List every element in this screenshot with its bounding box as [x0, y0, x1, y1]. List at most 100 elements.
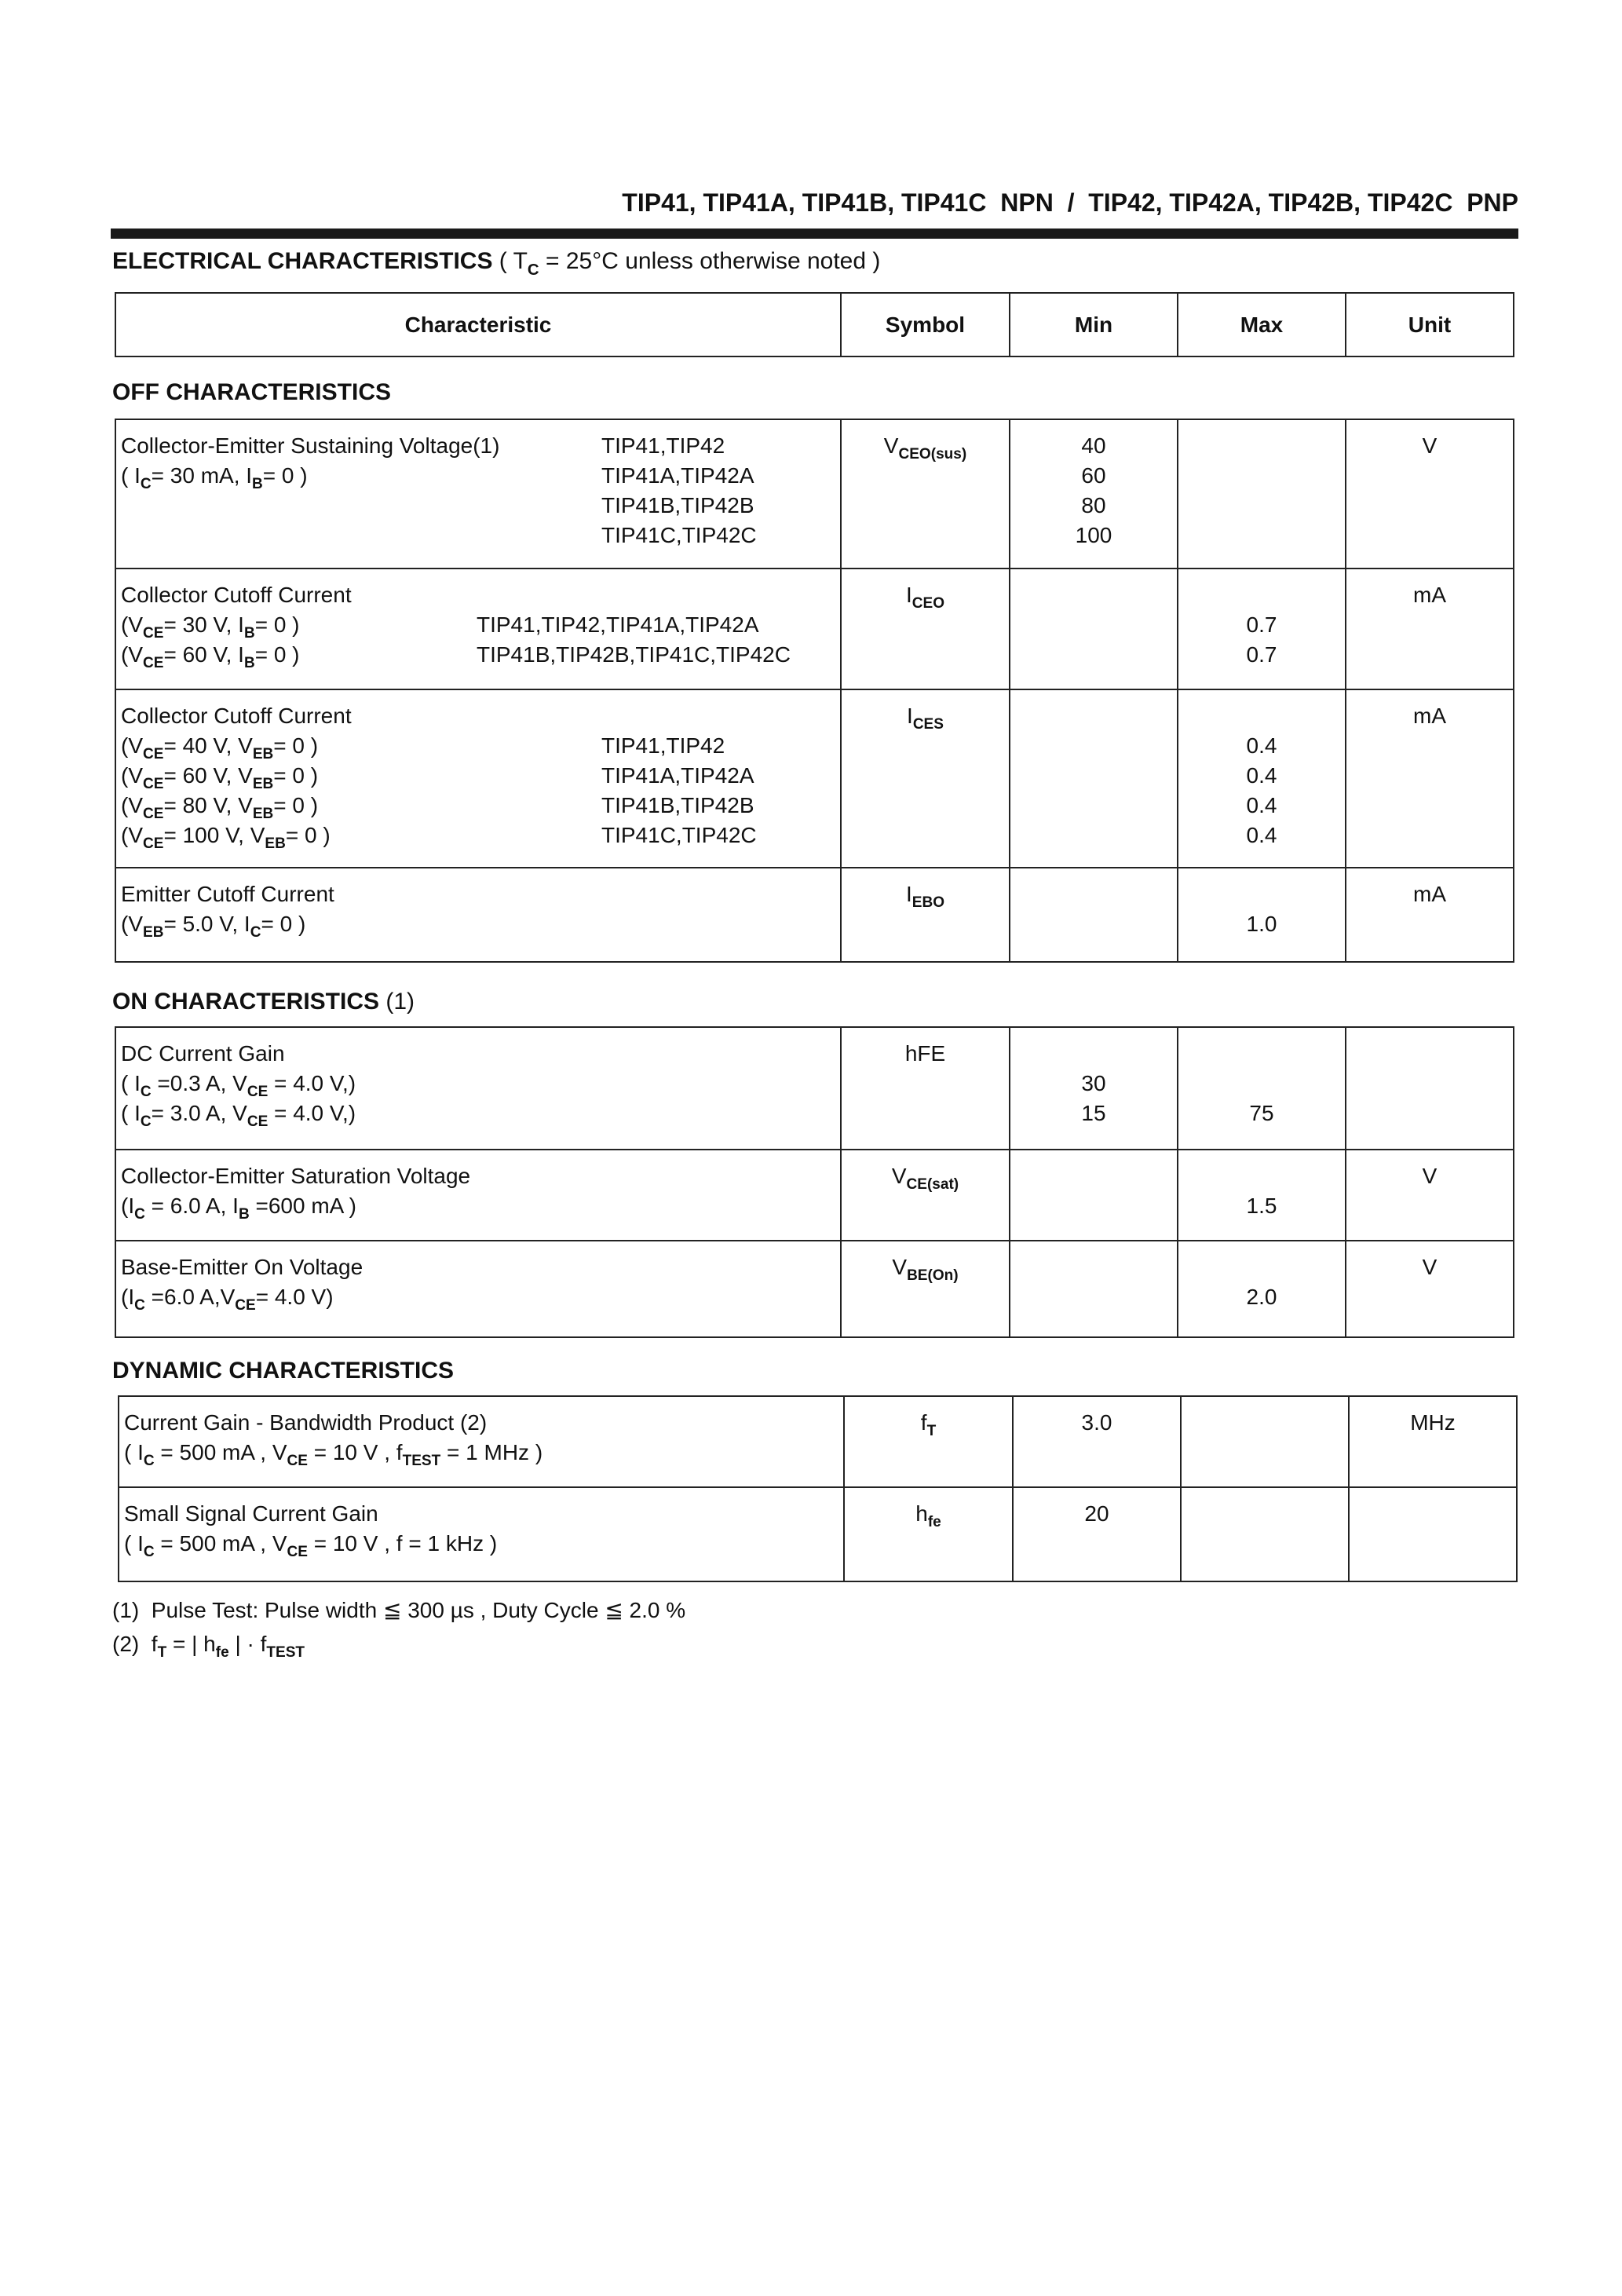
- characteristic-text: Collector-Emitter Sustaining Voltage(1) (…: [121, 431, 500, 493]
- characteristic-line: Collector Cutoff Current: [121, 704, 352, 728]
- subscript: CE: [247, 1113, 269, 1131]
- unit: V: [1422, 1164, 1438, 1188]
- characteristic-line: Collector-Emitter Saturation Voltage: [121, 1164, 471, 1188]
- symbol: ICES: [907, 704, 944, 733]
- min-value: [1010, 1039, 1177, 1069]
- subscript: EB: [252, 776, 274, 793]
- characteristic-line: (IC =6.0 A,VCE= 4.0 V): [121, 1285, 334, 1314]
- min-value: 15: [1081, 1101, 1106, 1125]
- max-cell: 75: [1178, 1028, 1346, 1149]
- subscript: C: [134, 1297, 145, 1314]
- symbol-cell: IEBO: [842, 868, 1010, 961]
- section-heading: DYNAMIC CHARACTERISTICS: [112, 1358, 454, 1384]
- min-value: 3.0: [1081, 1410, 1112, 1435]
- characteristic-text: Base-Emitter On Voltage (IC =6.0 A,VCE= 4…: [121, 1252, 363, 1314]
- table-row: Small Signal Current Gain ( IC = 500 mA ,…: [119, 1488, 1516, 1581]
- max-value: [1178, 1069, 1345, 1099]
- subscript: fe: [215, 1644, 229, 1662]
- max-value: 0.4: [1246, 733, 1277, 758]
- max-values: 0.7 0.7: [1178, 580, 1345, 670]
- subscript: CEO(sus): [898, 446, 967, 463]
- device-name: TIP41C,TIP42C: [601, 523, 757, 547]
- subscript: C: [143, 1453, 155, 1470]
- min-cell: [1010, 690, 1178, 867]
- subscript: B: [238, 1206, 250, 1223]
- subscript: CE: [143, 746, 164, 763]
- min-value: 60: [1081, 463, 1106, 488]
- unit-cell: mA: [1346, 569, 1513, 689]
- symbol-cell: ICES: [842, 690, 1010, 867]
- symbol-cell: VBE(On): [842, 1241, 1010, 1336]
- characteristic-line: (VCE= 60 V, VEB= 0 ): [121, 763, 319, 793]
- max-value: [1178, 879, 1345, 909]
- min-cell: 30 15: [1010, 1028, 1178, 1149]
- column-header-min: Min: [1010, 294, 1178, 356]
- characteristic-line: ( IC= 30 mA, IB= 0 ): [121, 463, 308, 493]
- subscript: C: [140, 1084, 152, 1101]
- section-title: ON CHARACTERISTICS: [112, 989, 380, 1015]
- table-row: Collector Cutoff Current (VCE= 40 V, VEB=…: [116, 690, 1513, 868]
- unit-cell: MHz: [1350, 1397, 1516, 1486]
- symbol-cell: fT: [845, 1397, 1014, 1486]
- max-values: 75: [1178, 1039, 1345, 1128]
- unit: mA: [1413, 704, 1446, 728]
- subscript: EB: [252, 806, 274, 823]
- symbol: hfe: [915, 1501, 941, 1531]
- symbol-cell: hFE: [842, 1028, 1010, 1149]
- subscript: CE: [247, 1084, 269, 1101]
- table-row: DC Current Gain ( IC =0.3 A, VCE = 4.0 V,…: [116, 1028, 1513, 1150]
- characteristic-line: Collector-Emitter Sustaining Voltage(1): [121, 433, 500, 458]
- subscript: C: [527, 261, 539, 279]
- heading-condition-note: ( TC = 25°C unless otherwise noted ): [492, 248, 881, 279]
- characteristic-line: (VCE= 100 V, VEB= 0 ): [121, 823, 331, 853]
- device-name: [477, 580, 791, 610]
- symbol: VCE(sat): [891, 1164, 959, 1194]
- subscript: B: [243, 625, 255, 642]
- unit-cell: V: [1346, 1150, 1513, 1240]
- max-value: 0.7: [1246, 642, 1277, 667]
- subscript: B: [243, 655, 255, 672]
- subscript: CEO: [911, 595, 945, 612]
- min-value: 20: [1084, 1501, 1109, 1526]
- characteristic-line: (VEB= 5.0 V, IC= 0 ): [121, 912, 306, 941]
- max-value: 75: [1249, 1101, 1274, 1125]
- table-row: Emitter Cutoff Current (VEB= 5.0 V, IC= 0…: [116, 868, 1513, 961]
- characteristic-cell: DC Current Gain ( IC =0.3 A, VCE = 4.0 V,…: [116, 1028, 842, 1149]
- subscript: C: [250, 924, 261, 941]
- characteristic-line: (VCE= 60 V, IB= 0 ): [121, 642, 300, 672]
- characteristic-text: Current Gain - Bandwidth Product (2) ( IC…: [124, 1408, 542, 1468]
- unit: MHz: [1410, 1410, 1456, 1435]
- subscript: CE: [143, 776, 164, 793]
- subscript: CE: [143, 835, 164, 853]
- device-name: TIP41,TIP42: [601, 733, 725, 758]
- column-header-symbol: Symbol: [842, 294, 1010, 356]
- min-cell: 40 60 80 100: [1010, 420, 1178, 568]
- max-value: 0.4: [1246, 823, 1277, 847]
- unit-cell: mA: [1346, 690, 1513, 867]
- characteristic-text: DC Current Gain ( IC =0.3 A, VCE = 4.0 V,…: [121, 1039, 356, 1131]
- subscript: CE(sat): [906, 1176, 959, 1194]
- table-row: Collector-Emitter Sustaining Voltage(1) (…: [116, 420, 1513, 569]
- characteristic-line: Collector Cutoff Current: [121, 583, 352, 607]
- characteristic-line: Emitter Cutoff Current: [121, 882, 334, 906]
- section-title: DYNAMIC CHARACTERISTICS: [112, 1358, 454, 1384]
- characteristic-cell: Collector Cutoff Current (VCE= 30 V, IB= …: [116, 569, 842, 689]
- unit-cell: [1346, 1028, 1513, 1149]
- symbol: fT: [920, 1410, 937, 1440]
- max-value: [1178, 580, 1345, 610]
- column-header-table: Characteristic Symbol Min Max Unit: [115, 292, 1514, 357]
- column-header-max: Max: [1178, 294, 1346, 356]
- column-header-unit: Unit: [1408, 312, 1452, 337]
- characteristic-line: DC Current Gain: [121, 1041, 285, 1066]
- max-value: [1178, 1252, 1345, 1282]
- max-value: [1178, 1039, 1345, 1069]
- min-value: 40: [1081, 433, 1106, 458]
- subscript: B: [252, 476, 263, 493]
- max-values: 2.0: [1178, 1252, 1345, 1312]
- section-title: OFF CHARACTERISTICS: [112, 379, 391, 405]
- unit: V: [1422, 433, 1438, 458]
- subscript: fe: [927, 1514, 941, 1531]
- footnote: (2) fT = | hfe | · fTEST: [112, 1632, 305, 1662]
- device-name: TIP41A,TIP42A: [601, 763, 754, 788]
- symbol-cell: ICEO: [842, 569, 1010, 689]
